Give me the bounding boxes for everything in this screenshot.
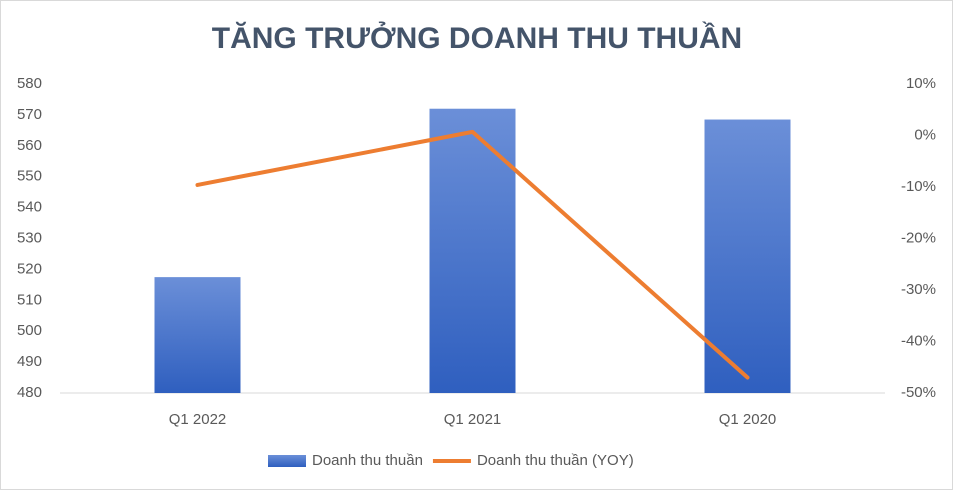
- y-tick-label: 560: [17, 137, 42, 154]
- bar: [154, 277, 241, 393]
- y-tick-label: 480: [17, 384, 42, 401]
- legend-label: Doanh thu thuần: [312, 452, 423, 469]
- y-tick-label: 520: [17, 260, 42, 277]
- y2-tick-label: -10%: [901, 178, 936, 195]
- y2-tick-label: -20%: [901, 229, 936, 246]
- legend-swatch: [268, 455, 306, 467]
- bar: [429, 108, 516, 393]
- y-tick-label: 530: [17, 229, 42, 246]
- bar: [704, 119, 791, 393]
- y2-tick-label: 0%: [914, 126, 936, 143]
- legend-label: Doanh thu thuần (YOY): [477, 452, 634, 469]
- y-tick-label: 570: [17, 106, 42, 123]
- x-tick-label: Q1 2021: [444, 411, 502, 428]
- y2-tick-label: 10%: [906, 75, 936, 92]
- y2-tick-label: -30%: [901, 281, 936, 298]
- y2-tick-label: -40%: [901, 332, 936, 349]
- y-tick-label: 490: [17, 353, 42, 370]
- y-tick-label: 550: [17, 168, 42, 185]
- y-tick-label: 510: [17, 291, 42, 308]
- y2-tick-label: -50%: [901, 384, 936, 401]
- x-tick-label: Q1 2022: [169, 411, 227, 428]
- chart-title: TĂNG TRƯỞNG DOANH THU THUẦN: [212, 21, 742, 55]
- y-tick-label: 540: [17, 199, 42, 216]
- line: [195, 129, 750, 380]
- x-tick-label: Q1 2020: [719, 411, 777, 428]
- y-tick-label: 580: [17, 75, 42, 92]
- y-tick-label: 500: [17, 322, 42, 339]
